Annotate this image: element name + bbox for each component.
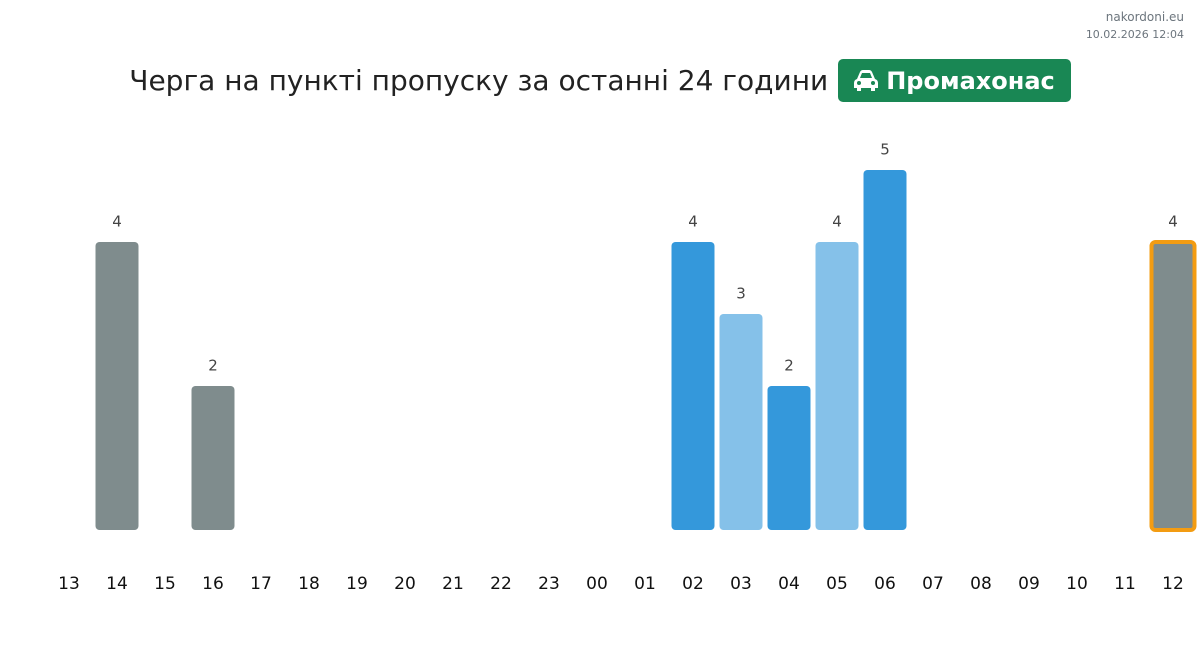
x-tick-label: 12 xyxy=(1162,574,1184,594)
value-label: 3 xyxy=(736,285,746,303)
meta: nakordoni.eu 10.02.2026 12:04 xyxy=(1086,9,1184,43)
value-label: 4 xyxy=(688,213,698,231)
x-tick-label: 09 xyxy=(1018,574,1040,594)
x-tick-label: 13 xyxy=(58,574,80,594)
badge-text: Промахонас xyxy=(886,66,1055,95)
x-tick-label: 15 xyxy=(154,574,176,594)
car-icon xyxy=(854,69,879,91)
site: nakordoni.eu xyxy=(1105,10,1184,24)
x-tick-label: 07 xyxy=(922,574,944,594)
bar xyxy=(191,386,235,530)
x-tick-label: 14 xyxy=(106,574,128,594)
x-tick-label: 23 xyxy=(538,574,560,594)
x-tick-label: 02 xyxy=(682,574,704,594)
x-tick-label: 18 xyxy=(298,574,320,594)
x-tick-label: 11 xyxy=(1114,574,1136,594)
x-tick-label: 01 xyxy=(634,574,656,594)
x-tick-label: 04 xyxy=(778,574,800,594)
x-tick-label: 17 xyxy=(250,574,272,594)
bar xyxy=(815,242,859,530)
bar xyxy=(671,242,715,530)
x-tick-label: 08 xyxy=(970,574,992,594)
x-tick-label: 10 xyxy=(1066,574,1088,594)
x-tick-label: 03 xyxy=(730,574,752,594)
x-tick-label: 06 xyxy=(874,574,896,594)
value-label: 2 xyxy=(208,357,218,375)
bar xyxy=(719,314,763,530)
bar xyxy=(767,386,811,530)
bar xyxy=(863,170,907,530)
x-tick-label: 19 xyxy=(346,574,368,594)
bar xyxy=(1149,240,1197,532)
value-label: 4 xyxy=(112,213,122,231)
value-label: 4 xyxy=(1168,213,1178,231)
badge: Промахонас xyxy=(838,59,1071,102)
header: Черга на пункті пропуску за останні 24 г… xyxy=(0,59,1200,102)
value-label: 2 xyxy=(784,357,794,375)
timestamp: 10.02.2026 12:04 xyxy=(1085,28,1184,41)
x-tick-label: 00 xyxy=(586,574,608,594)
x-tick-label: 16 xyxy=(202,574,224,594)
x-tick-label: 20 xyxy=(394,574,416,594)
value-label: 4 xyxy=(832,213,842,231)
x-tick-label: 05 xyxy=(826,574,848,594)
x-tick-label: 22 xyxy=(490,574,512,594)
bar xyxy=(95,242,139,530)
x-tick-label: 21 xyxy=(442,574,464,594)
chart-title: Черга на пункті пропуску за останні 24 г… xyxy=(129,64,829,97)
value-label: 5 xyxy=(880,141,890,159)
